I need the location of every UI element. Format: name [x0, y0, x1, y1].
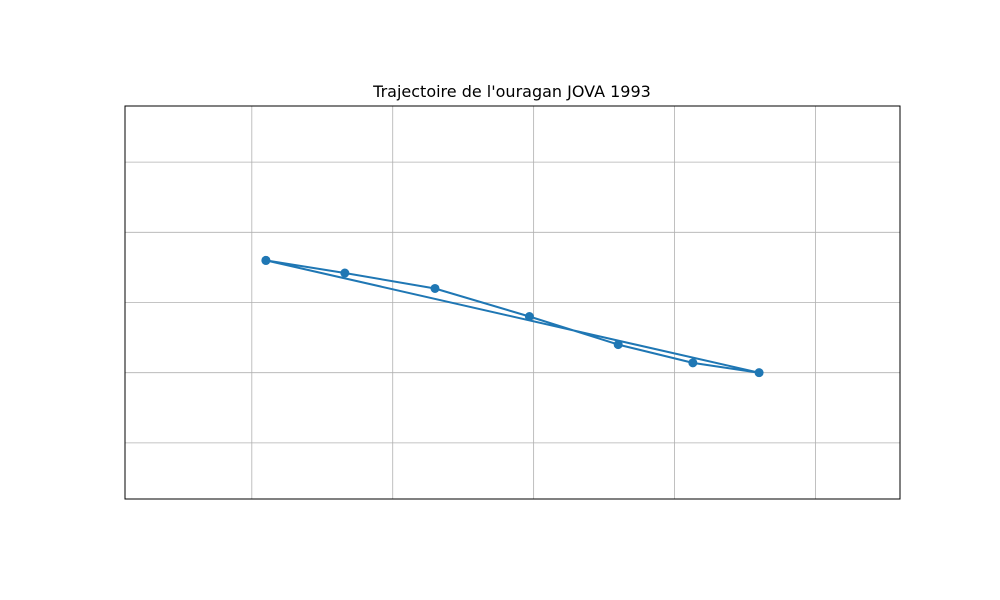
chart-title: Trajectoire de l'ouragan JOVA 1993 — [372, 82, 651, 101]
grid-layer — [125, 106, 900, 499]
plot-area — [124, 105, 901, 500]
track-point — [430, 283, 440, 293]
track-point — [688, 358, 698, 368]
track-point — [340, 268, 350, 278]
track-point — [524, 312, 534, 322]
plot-frame — [124, 105, 901, 500]
track-point — [261, 255, 271, 265]
track-point — [754, 368, 764, 378]
track-point — [613, 340, 623, 350]
series-layer — [261, 255, 764, 378]
track-line — [265, 259, 761, 374]
